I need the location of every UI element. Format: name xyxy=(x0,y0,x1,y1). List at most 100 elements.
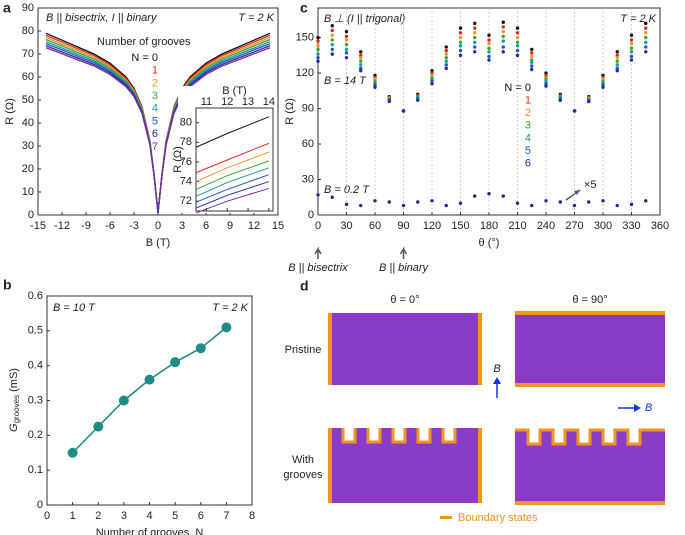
data-point xyxy=(587,99,591,104)
data-point xyxy=(458,44,463,48)
data-point xyxy=(487,41,491,46)
data-point xyxy=(515,35,520,40)
data-point xyxy=(373,73,377,78)
data-point xyxy=(373,199,377,203)
y-label-symbol: G xyxy=(8,423,20,432)
annotation: T = 2 K xyxy=(620,13,656,25)
data-point xyxy=(330,42,334,47)
data-point xyxy=(530,60,534,65)
x-tick-label: 240 xyxy=(537,220,555,232)
data-point xyxy=(515,48,520,53)
x-tick-label: 90 xyxy=(397,220,409,232)
boundary-state xyxy=(328,313,332,385)
data-point xyxy=(487,54,491,59)
x-tick-label: 15 xyxy=(272,220,284,232)
data-point xyxy=(458,201,463,205)
x-tick-label: 120 xyxy=(423,220,441,232)
data-point xyxy=(373,77,377,81)
x-tick-label: 0 xyxy=(155,220,161,232)
data-point xyxy=(430,68,434,73)
legend-label: N = 0 xyxy=(504,82,531,94)
x-tick-label: 14 xyxy=(263,96,275,108)
x-tick-label: 270 xyxy=(565,220,583,232)
sample xyxy=(330,428,480,503)
data-point xyxy=(359,203,363,208)
field-label: B xyxy=(645,402,652,414)
data-point xyxy=(373,83,377,87)
sample xyxy=(515,430,665,503)
data-point xyxy=(330,38,334,42)
data-point xyxy=(344,29,349,34)
data-point xyxy=(615,59,619,63)
x-axis-label: B (T) xyxy=(146,237,170,249)
data-line xyxy=(195,187,269,214)
data-point xyxy=(501,50,505,54)
data-point xyxy=(330,47,334,52)
data-point xyxy=(430,71,434,75)
y-axis-label: R (Ω) xyxy=(4,98,16,125)
data-point xyxy=(458,31,463,35)
data-point xyxy=(473,40,477,45)
x-tick-label: 2 xyxy=(95,510,101,522)
data-point xyxy=(387,99,391,104)
data-point xyxy=(473,35,477,40)
data-point xyxy=(118,395,129,406)
data-point xyxy=(544,77,548,81)
y-tick-label: 76 xyxy=(180,156,192,168)
data-point xyxy=(330,28,334,33)
annotation: ×5 xyxy=(584,179,597,191)
data-line xyxy=(195,151,270,183)
data-point xyxy=(530,51,534,55)
data-point xyxy=(316,59,320,63)
y-label-unit: (mS) xyxy=(8,368,20,395)
x-tick-label: -15 xyxy=(30,220,46,232)
annotation: B = 0.2 T xyxy=(324,184,370,196)
y-tick-label: 0 xyxy=(28,209,34,221)
x-tick-label: 60 xyxy=(369,220,381,232)
data-point xyxy=(644,31,648,35)
legend-title: Number of grooves xyxy=(97,36,191,48)
field-label: B xyxy=(493,363,500,375)
annotation: B = 14 T xyxy=(324,75,367,87)
column-label: θ = 90° xyxy=(572,294,607,306)
data-point xyxy=(401,203,406,208)
annotation: B || bisectrix, I || binary xyxy=(46,12,158,24)
data-point xyxy=(316,44,320,48)
data-point xyxy=(572,109,577,113)
y-tick-label: 60 xyxy=(22,71,34,83)
data-point xyxy=(544,199,548,203)
y-tick-label: 0.1 xyxy=(28,464,43,476)
data-point xyxy=(601,199,605,203)
data-line xyxy=(195,160,270,190)
data-point xyxy=(359,66,363,71)
legend-label: 7 xyxy=(152,141,158,153)
legend-label: 3 xyxy=(525,120,531,132)
data-point xyxy=(316,52,320,56)
panel-letter: d xyxy=(300,278,309,294)
data-point xyxy=(601,73,605,78)
data-point xyxy=(359,55,363,60)
boundary-state xyxy=(515,428,665,446)
data-point xyxy=(416,200,420,204)
data-point xyxy=(401,109,406,113)
x-tick-label: 12 xyxy=(248,220,260,232)
data-line xyxy=(195,116,270,148)
data-point xyxy=(316,55,320,60)
y-tick-label: 60 xyxy=(302,138,314,150)
y-tick-label: 30 xyxy=(302,173,314,185)
annotation: B || bisectrix xyxy=(288,262,348,274)
data-point xyxy=(473,45,477,49)
data-point xyxy=(444,59,448,63)
y-tick-label: 0 xyxy=(308,209,314,221)
legend-label: 6 xyxy=(525,158,531,170)
boundary-state xyxy=(515,501,665,505)
x-tick-label: 3 xyxy=(179,220,185,232)
data-point xyxy=(644,35,648,40)
data-point xyxy=(558,200,562,204)
data-point xyxy=(473,31,477,35)
data-point xyxy=(344,51,349,55)
data-point xyxy=(444,48,448,53)
data-point xyxy=(515,26,520,30)
data-point xyxy=(629,58,634,62)
data-point xyxy=(487,58,491,62)
